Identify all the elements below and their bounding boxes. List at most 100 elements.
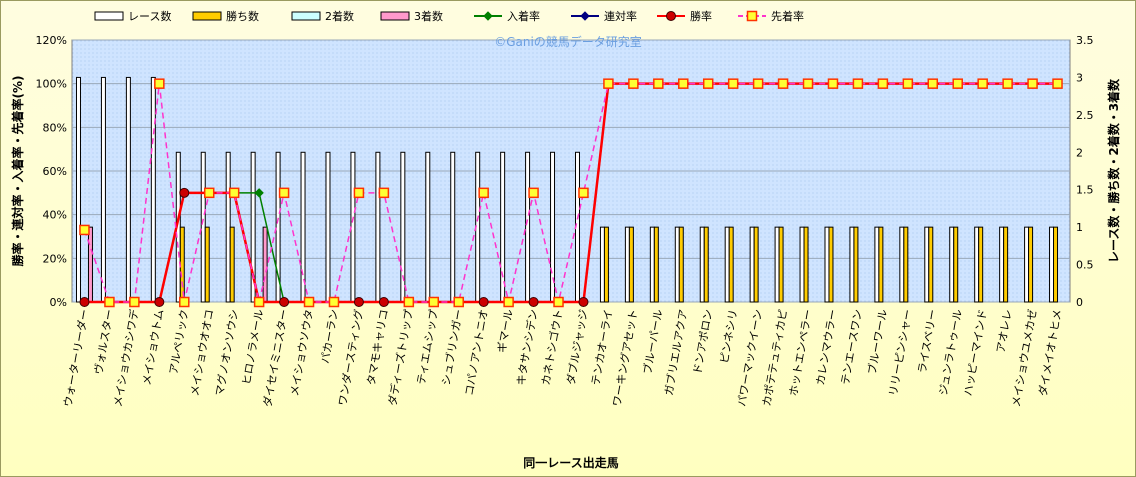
bar: [125, 76, 131, 303]
data-point: [852, 78, 864, 89]
legend-label: 2着数: [325, 9, 354, 23]
category-label: ガブリエルアクア: [661, 308, 690, 397]
category-label: パワーマックイーン: [735, 308, 765, 407]
data-point: [79, 297, 90, 307]
category-label: パカーラン: [319, 308, 341, 364]
data-point: [503, 296, 514, 308]
bar: [1003, 226, 1009, 303]
bar: [724, 226, 730, 303]
legend-label: 入着率: [507, 9, 540, 23]
category-label: ジュンラトゥール: [937, 308, 965, 396]
bar: [1053, 226, 1059, 303]
bar: [100, 76, 106, 303]
legend-label: 先着率: [771, 9, 804, 23]
y-right-tick-label: 2: [1076, 146, 1083, 159]
x-axis-title: 同一レース出走馬: [523, 455, 618, 470]
data-point: [746, 10, 758, 22]
bar: [974, 226, 980, 303]
bar: [450, 151, 456, 303]
data-point: [952, 78, 963, 89]
y-right-tick-label: 1.5: [1076, 184, 1094, 197]
data-point: [278, 187, 290, 199]
category-label: カポテテュティカピ: [760, 308, 790, 407]
category-label: ダイセイミニスター: [260, 308, 291, 408]
data-point: [678, 78, 689, 89]
data-point: [154, 78, 165, 89]
bar: [525, 151, 531, 303]
data-point: [483, 11, 493, 21]
bar: [799, 226, 805, 303]
bar: [628, 226, 634, 303]
data-point: [253, 296, 265, 308]
category-label: メイショウソウタ: [288, 308, 316, 397]
bar: [899, 226, 905, 303]
data-point: [578, 187, 589, 199]
bar: [325, 151, 331, 303]
legend-label: レース数: [128, 10, 171, 23]
data-point: [279, 297, 290, 307]
bar: [853, 226, 859, 303]
bar: [653, 226, 659, 303]
bar: [262, 226, 268, 303]
bar: [179, 226, 185, 303]
data-point: [1052, 78, 1063, 89]
bar: [699, 226, 705, 303]
category-label: ライスベリー: [916, 308, 940, 374]
bar: [75, 76, 81, 303]
data-point: [478, 297, 489, 307]
data-point: [578, 297, 589, 307]
data-point: [902, 78, 914, 89]
data-point: [179, 296, 190, 308]
data-point: [553, 296, 564, 308]
bar: [999, 226, 1005, 303]
category-label: ハッピーマインド: [962, 308, 990, 397]
y-left-tick-label: 0%: [50, 296, 67, 309]
y-right-tick-label: 0: [1076, 296, 1083, 309]
data-point: [1002, 78, 1013, 89]
data-point: [528, 297, 539, 307]
bar: [953, 226, 959, 303]
bar: [425, 151, 431, 303]
data-point: [580, 11, 590, 21]
category-label: シュブリンガー: [439, 308, 466, 386]
category-label: マグノオンソウシ: [212, 308, 241, 397]
lines: [79, 78, 1063, 308]
bar: [978, 226, 984, 303]
data-point: [528, 187, 539, 199]
bar: [87, 226, 93, 303]
data-point: [104, 296, 115, 308]
category-label: ヒロノラメール: [240, 308, 266, 386]
bar: [828, 226, 834, 303]
bar: [774, 226, 780, 303]
bar: [703, 226, 709, 303]
data-point: [79, 224, 90, 236]
data-point: [1027, 78, 1038, 89]
legend-label: 勝率: [690, 9, 712, 23]
legend-swatch: [94, 11, 124, 21]
bar: [903, 226, 909, 303]
category-label: ワンダースティング: [335, 308, 366, 407]
legend-swatch: [380, 11, 410, 21]
y-right-tick-label: 2.5: [1076, 109, 1094, 122]
data-point: [228, 187, 240, 199]
category-label: メイショウユメカゼ: [1010, 308, 1040, 408]
data-point: [603, 78, 614, 89]
bar: [200, 151, 206, 303]
bar: [749, 226, 755, 303]
data-point: [179, 187, 190, 198]
bar: [250, 151, 256, 303]
data-point: [154, 297, 165, 307]
data-point: [353, 297, 364, 307]
category-label: ワーキングアセット: [609, 308, 640, 407]
category-label: ブルーパール: [640, 308, 665, 375]
legend-label: 連対率: [604, 9, 637, 23]
bar: [624, 226, 630, 303]
series-line: [83, 82, 1058, 303]
bar: [778, 226, 784, 303]
data-point: [328, 296, 340, 308]
bar: [1024, 226, 1030, 303]
legend-label: 勝ち数: [226, 9, 259, 23]
bar: [229, 226, 235, 303]
y-axis-title-left: 勝率・連対率・入着率・先着率(%): [10, 76, 25, 267]
